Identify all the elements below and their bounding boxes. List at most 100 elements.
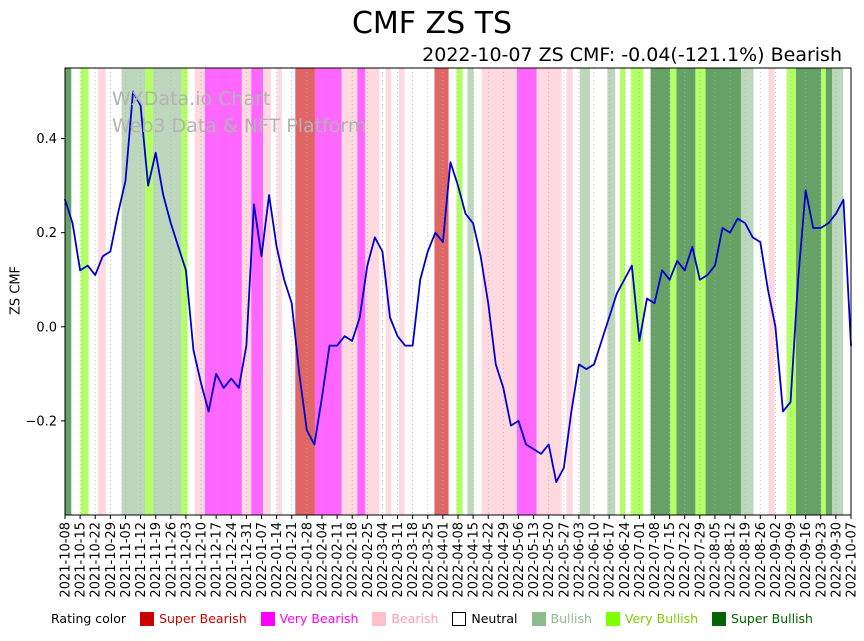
rating-band [399, 68, 405, 515]
rating-band [251, 68, 264, 515]
rating-band [516, 68, 537, 515]
rating-band [619, 68, 626, 515]
x-tick-label: 2022-08-26 [754, 522, 769, 598]
rating-band [740, 68, 754, 515]
chart-subtitle: 2022-10-07 ZS CMF: -0.04(-121.1%) Bearis… [422, 44, 842, 66]
x-tick-label: 2022-05-13 [527, 522, 542, 598]
x-tick-label: 2022-06-24 [618, 522, 633, 598]
rating-band [786, 68, 796, 515]
rating-band [650, 68, 671, 515]
x-tick-label: 2022-02-25 [361, 522, 376, 598]
x-tick-label: 2022-02-18 [346, 522, 361, 598]
x-tick-label: 2022-03-04 [376, 522, 391, 598]
rating-band [145, 68, 154, 515]
rating-band [481, 68, 517, 515]
legend-item-bearish: Bearish [372, 611, 438, 626]
y-tick-label: −0.2 [25, 414, 57, 429]
x-tick-label: 2021-10-08 [59, 522, 74, 598]
x-tick-label: 2022-09-16 [799, 522, 814, 598]
rating-band [357, 68, 366, 515]
x-tick-label: 2022-04-01 [436, 522, 451, 598]
legend-item-super-bearish: Super Bearish [140, 611, 247, 626]
rating-band [153, 68, 182, 515]
x-tick-label: 2021-12-24 [225, 522, 240, 598]
watermark-line2: Web3 Data & NFT Platform [112, 115, 367, 137]
rating-band [579, 68, 591, 515]
y-axis-label: ZS CMF [8, 265, 24, 316]
x-tick-label: 2022-04-15 [467, 522, 482, 598]
rating-band [204, 68, 242, 515]
rating-band [65, 68, 72, 515]
legend-label: Bearish [391, 611, 439, 626]
rating-band [607, 68, 616, 515]
rating-band [825, 68, 833, 515]
rating-band [670, 68, 677, 515]
x-tick-label: 2021-10-15 [74, 522, 89, 598]
legend-label: Super Bearish [159, 611, 247, 626]
very-bullish-swatch-icon [605, 611, 620, 626]
rating-band [434, 68, 449, 515]
rating-band [263, 68, 271, 515]
rating-band [241, 68, 252, 515]
x-tick-label: 2021-12-31 [240, 522, 255, 598]
y-tick-label: 0.2 [36, 226, 57, 241]
x-tick-label: 2022-02-11 [331, 522, 346, 598]
legend-label: Very Bearish [279, 611, 359, 626]
x-tick-label: 2021-10-22 [89, 522, 104, 598]
y-tick-label: 0.4 [36, 132, 57, 147]
x-tick-label: 2021-12-03 [179, 522, 194, 598]
legend: Rating color Super Bearish Very Bearish … [0, 611, 864, 626]
super-bearish-swatch-icon [140, 611, 155, 626]
x-tick-label: 2022-07-01 [633, 522, 648, 598]
x-tick-label: 2022-09-09 [784, 522, 799, 598]
x-tick-label: 2022-06-03 [572, 522, 587, 598]
legend-label: Very Bullish [624, 611, 699, 626]
rating-band [80, 68, 89, 515]
legend-item-bullish: Bullish [531, 611, 592, 626]
legend-item-neutral: Neutral [452, 611, 518, 626]
x-tick-label: 2022-07-08 [648, 522, 663, 598]
x-tick-label: 2022-05-06 [512, 522, 527, 598]
legend-label: Super Bullish [731, 611, 813, 626]
rating-band [341, 68, 358, 515]
x-tick-label: 2022-08-12 [724, 522, 739, 598]
rating-band [277, 68, 282, 515]
legend-title: Rating color [51, 611, 127, 626]
legend-item-very-bearish: Very Bearish [260, 611, 359, 626]
rating-band [181, 68, 188, 515]
x-tick-label: 2022-10-07 [845, 522, 860, 598]
rating-band [98, 68, 106, 515]
rating-band [194, 68, 205, 515]
rating-band [385, 68, 392, 515]
rating-band [832, 68, 844, 515]
x-tick-label: 2022-03-25 [421, 522, 436, 598]
x-tick-label: 2022-09-02 [769, 522, 784, 598]
x-tick-label: 2022-07-15 [663, 522, 678, 598]
rating-band [365, 68, 380, 515]
x-tick-label: 2021-11-19 [149, 522, 164, 598]
rating-band [705, 68, 741, 515]
x-tick-label: 2021-12-10 [195, 522, 210, 598]
rating-band [630, 68, 644, 515]
rating-band [795, 68, 822, 515]
x-tick-label: 2022-01-28 [300, 522, 315, 598]
x-tick-label: 2022-03-11 [391, 522, 406, 598]
x-tick-label: 2022-01-21 [285, 522, 300, 598]
x-tick-label: 2022-08-05 [708, 522, 723, 598]
x-tick-label: 2022-06-10 [588, 522, 603, 598]
neutral-swatch-icon [452, 611, 467, 626]
x-tick-label: 2021-11-12 [134, 522, 149, 598]
x-tick-label: 2022-05-20 [542, 522, 557, 598]
rating-band [467, 68, 474, 515]
rating-band [121, 68, 146, 515]
rating-band [536, 68, 562, 515]
bullish-swatch-icon [531, 611, 546, 626]
x-tick-label: 2021-11-26 [164, 522, 179, 598]
x-tick-label: 2022-07-22 [678, 522, 693, 598]
rating-band [768, 68, 775, 515]
x-tick-label: 2022-09-23 [814, 522, 829, 598]
x-tick-label: 2022-04-22 [482, 522, 497, 598]
x-tick-label: 2021-12-17 [210, 522, 225, 598]
